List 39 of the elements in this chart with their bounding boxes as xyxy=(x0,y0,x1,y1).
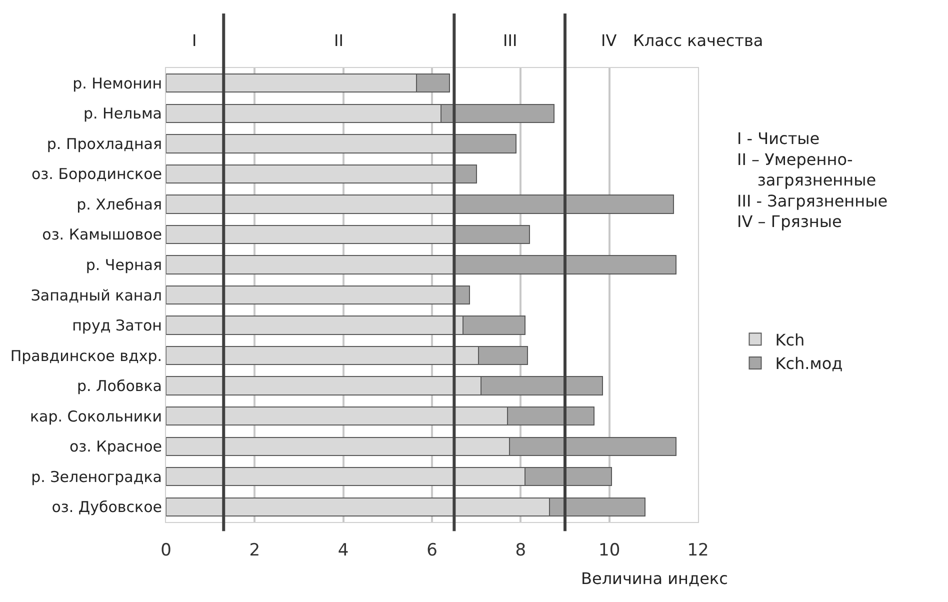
y-tick-label: пруд Затон xyxy=(72,316,162,335)
bar xyxy=(454,224,530,244)
y-tick-label: Правдинское вдхр. xyxy=(10,346,162,365)
bar xyxy=(454,164,477,184)
text: III - Загрязненные xyxy=(737,191,888,210)
y-tick-label: оз. Дубовское xyxy=(52,498,162,516)
y-tick-label: оз. Красное xyxy=(69,438,162,456)
y-tick-label: кар. Сокольники xyxy=(30,407,162,426)
legend-label: Kch xyxy=(775,330,805,350)
text: IV – Грязные xyxy=(737,212,842,232)
y-tick-label: р. Лобовка xyxy=(76,377,162,396)
y-tick-label: р. Немонин xyxy=(72,74,162,92)
x-tick-label: 12 xyxy=(687,540,709,560)
y-tick-label: р. Нельма xyxy=(83,104,162,123)
y-tick-label: р. Черная xyxy=(86,256,162,274)
bar xyxy=(454,194,674,214)
bar xyxy=(454,255,676,274)
legend-label: Kch.мод xyxy=(775,354,843,374)
x-tick-label: 10 xyxy=(598,540,620,560)
text: III xyxy=(503,31,518,50)
y-tick-label: оз. Камышовое xyxy=(42,226,162,244)
y-tick-label: р. Зеленоградка xyxy=(31,468,162,486)
text: I - Чистые xyxy=(737,129,820,148)
x-axis-title: Величина индекс xyxy=(581,569,728,588)
x-tick-label: 4 xyxy=(338,540,349,560)
y-tick-label: Западный канал xyxy=(30,286,162,304)
x-tick-label: 6 xyxy=(426,540,438,560)
text: II – Умеренно- загрязненные xyxy=(737,150,876,190)
y-tick-label: р. Прохладная xyxy=(46,134,162,153)
text: Класс качества xyxy=(633,31,764,50)
bar xyxy=(454,134,517,154)
y-tick-label: оз. Бородинское xyxy=(32,165,162,184)
text: II xyxy=(334,31,344,50)
x-tick-label: 8 xyxy=(515,540,526,560)
text: IV xyxy=(601,31,617,50)
x-tick-label: 2 xyxy=(249,540,260,560)
x-tick-label: 0 xyxy=(160,540,172,560)
y-tick-label: р. Хлебная xyxy=(76,195,162,214)
text: I xyxy=(192,31,197,50)
